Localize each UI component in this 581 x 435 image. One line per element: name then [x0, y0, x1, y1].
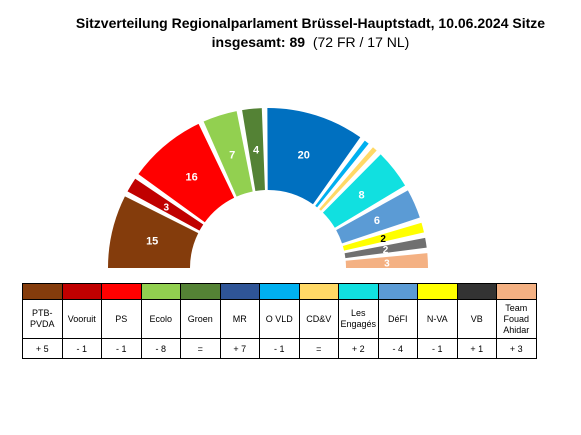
legend-change-cd-v: =	[298, 338, 339, 359]
seat-label-les-engag-s: 8	[359, 190, 365, 202]
legend-name-vooruit: Vooruit	[61, 299, 102, 339]
seat-segment-d-fi	[336, 190, 420, 244]
legend-swatch-mr	[219, 283, 260, 300]
seat-label-vooruit: 3	[163, 202, 169, 213]
legend-name-row: PTB-PVDA Vooruit PS Ecolo Groen MR O VLD CD&V Le…	[22, 299, 537, 339]
legend-name-mr: MR	[219, 299, 260, 339]
legend-swatch-ecolo	[140, 283, 181, 300]
seat-label-team-fouad-ahidar: 3	[384, 258, 390, 269]
legend-name-o-vld: O VLD	[259, 299, 300, 339]
legend-change-ptb-pvda: + 5	[22, 338, 63, 359]
legend-swatch-ptb-pvda	[22, 283, 63, 300]
legend-name-team-fouad-ahidar: Team Fouad Ahidar	[496, 299, 537, 339]
legend-name-ps: PS	[101, 299, 142, 339]
legend-change-vb: + 1	[456, 338, 497, 359]
seat-segment-les-engag-s	[322, 154, 406, 228]
legend-swatch-ps	[101, 283, 142, 300]
seat-label-d-fi: 6	[374, 215, 380, 227]
seat-label-mr: 20	[298, 150, 310, 162]
legend-name-n-va: N-VA	[417, 299, 458, 339]
legend-swatch-d-fi	[377, 283, 418, 300]
seat-segment-ps	[138, 123, 235, 223]
legend-change-d-fi: - 4	[377, 338, 418, 359]
legend-change-vooruit: - 1	[61, 338, 102, 359]
seat-segment-mr	[267, 108, 361, 205]
legend-name-ecolo: Ecolo	[140, 299, 181, 339]
legend-swatch-row	[22, 283, 537, 300]
legend-change-o-vld: - 1	[259, 338, 300, 359]
seat-segment-cd-v	[319, 147, 377, 211]
legend-change-row: + 5- 1- 1- 8 = + 7- 1 = + 2- 4- 1 + 1 + 3	[22, 338, 537, 359]
seat-split-label: (72 FR / 17 NL)	[312, 34, 410, 50]
legend-change-n-va: - 1	[417, 338, 458, 359]
seat-label-groen: 4	[253, 145, 260, 157]
legend-swatch-groen	[180, 283, 221, 300]
legend-name-ptb-pvda: PTB-PVDA	[22, 299, 63, 339]
legend-table: PTB-PVDA Vooruit PS Ecolo Groen MR O VLD CD&V Le…	[22, 283, 537, 359]
title-line-1: Sitzverteilung Regionalparlament Brüssel…	[75, 15, 546, 31]
seat-segment-ecolo	[203, 111, 253, 197]
seat-segment-groen	[242, 108, 265, 192]
legend-change-ps: - 1	[101, 338, 142, 359]
legend-swatch-n-va	[417, 283, 458, 300]
legend-name-d-fi: DéFI	[377, 299, 418, 339]
chart-title: Sitzverteilung Regionalparlament Brüssel…	[0, 14, 581, 52]
legend-change-les-engag-s: + 2	[338, 338, 379, 359]
legend-change-mr: + 7	[219, 338, 260, 359]
legend-swatch-o-vld	[259, 283, 300, 300]
legend-name-groen: Groen	[180, 299, 221, 339]
seat-label-ecolo: 7	[229, 150, 235, 162]
seat-segment-o-vld	[315, 140, 369, 208]
legend-swatch-cd-v	[298, 283, 339, 300]
seat-segment-ptb-pvda	[108, 196, 199, 268]
legend-change-groen: =	[180, 338, 221, 359]
seat-label-vb: 2	[383, 245, 389, 256]
legend-change-team-fouad-ahidar: + 3	[496, 338, 537, 359]
legend-name-vb: VB	[456, 299, 497, 339]
title-line-2: insgesamt: 89 (72 FR / 17 NL)	[0, 33, 581, 52]
legend-swatch-vooruit	[61, 283, 102, 300]
seat-segment-n-va	[342, 222, 424, 251]
legend-swatch-vb	[456, 283, 497, 300]
total-seats-label: insgesamt: 89	[211, 34, 306, 50]
legend-name-les-engag-s: Les Engagés	[338, 299, 379, 339]
seat-label-ptb-pvda: 15	[146, 236, 158, 248]
seat-label-ps: 16	[186, 172, 198, 184]
legend-swatch-team-fouad-ahidar	[496, 283, 537, 300]
seat-label-n-va: 2	[380, 234, 386, 245]
legend-name-cd-v: CD&V	[298, 299, 339, 339]
seat-segment-vb	[344, 237, 427, 259]
legend-swatch-les-engag-s	[338, 283, 379, 300]
legend-change-ecolo: - 8	[140, 338, 181, 359]
seat-segment-vooruit	[127, 178, 204, 231]
seat-segment-team-fouad-ahidar	[345, 253, 429, 268]
